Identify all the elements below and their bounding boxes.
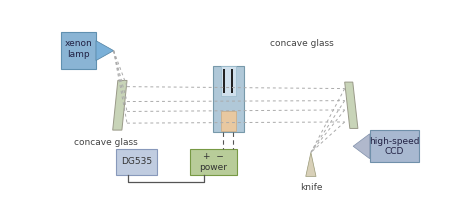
Text: xenon
lamp: xenon lamp <box>64 39 92 59</box>
FancyBboxPatch shape <box>370 130 419 162</box>
FancyBboxPatch shape <box>223 69 226 93</box>
Polygon shape <box>113 80 127 130</box>
FancyBboxPatch shape <box>220 66 236 96</box>
FancyBboxPatch shape <box>190 149 237 175</box>
FancyBboxPatch shape <box>231 69 233 93</box>
Text: high-speed
CCD: high-speed CCD <box>369 137 419 156</box>
Text: DG535: DG535 <box>121 157 152 166</box>
Text: +  −
power: + − power <box>200 152 228 172</box>
FancyBboxPatch shape <box>61 32 96 69</box>
Polygon shape <box>345 82 358 128</box>
FancyBboxPatch shape <box>220 111 236 131</box>
FancyBboxPatch shape <box>213 66 244 132</box>
FancyBboxPatch shape <box>116 149 156 175</box>
Polygon shape <box>306 152 316 177</box>
Polygon shape <box>353 134 370 159</box>
Polygon shape <box>96 41 114 61</box>
Text: knife: knife <box>300 183 322 192</box>
Text: concave glass: concave glass <box>74 138 137 147</box>
Text: concave glass: concave glass <box>271 39 334 48</box>
